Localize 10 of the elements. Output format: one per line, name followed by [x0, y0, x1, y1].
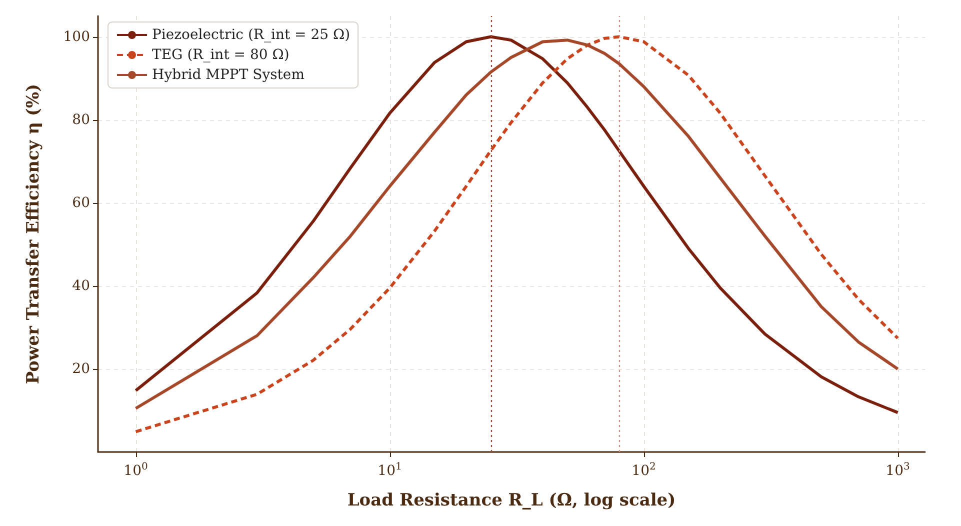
legend-label: TEG (R_int = 80 Ω) — [152, 47, 290, 63]
y-tick-label: 100 — [63, 28, 90, 45]
y-tick-label: 80 — [72, 112, 90, 128]
y-tick-label: 20 — [72, 360, 90, 377]
legend-label: Piezoelectric (R_int = 25 Ω) — [152, 27, 350, 43]
x-axis-title: Load Resistance R_L (Ω, log scale) — [347, 490, 676, 510]
y-tick-label: 40 — [72, 278, 90, 294]
legend-label: Hybrid MPPT System — [152, 67, 304, 83]
y-axis-title: Power Transfer Efficiency η (%) — [24, 84, 44, 384]
y-tick-label: 60 — [72, 194, 90, 211]
